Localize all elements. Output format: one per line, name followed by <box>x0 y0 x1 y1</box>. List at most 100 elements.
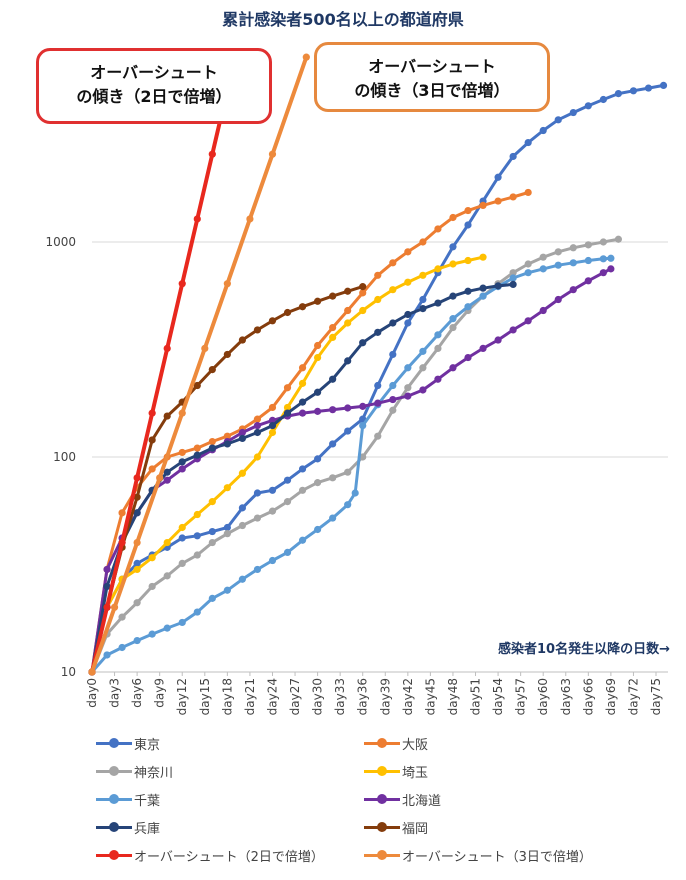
legend-label: 千葉 <box>134 793 161 809</box>
x-tick-label: day39 <box>378 678 392 715</box>
data-point <box>644 84 653 92</box>
x-tick-label: day9 <box>153 678 167 708</box>
data-point <box>283 403 292 412</box>
x-tick-label: day12 <box>175 678 189 715</box>
data-point <box>148 582 156 591</box>
data-point <box>449 323 457 332</box>
data-point <box>178 458 186 466</box>
data-point <box>238 469 246 477</box>
legend-swatch <box>364 789 400 809</box>
data-point <box>434 375 442 383</box>
data-point <box>494 282 502 290</box>
data-point <box>494 173 502 181</box>
data-point <box>419 295 427 304</box>
data-point <box>238 428 246 437</box>
data-point <box>133 538 141 547</box>
data-point <box>344 468 352 476</box>
data-point <box>344 357 352 365</box>
data-point <box>374 432 382 440</box>
data-point <box>434 331 442 339</box>
data-point <box>329 333 337 341</box>
data-point <box>314 455 322 463</box>
data-point <box>193 532 201 540</box>
data-point <box>464 206 472 215</box>
data-point <box>374 399 382 407</box>
data-point <box>283 498 292 506</box>
data-point <box>329 323 337 332</box>
series-3 <box>88 253 487 676</box>
data-point <box>193 551 201 559</box>
data-point <box>253 489 262 497</box>
data-point <box>268 486 277 494</box>
data-point <box>268 403 277 412</box>
y-tick-label: 10 <box>61 665 76 679</box>
data-point <box>344 427 352 435</box>
data-point <box>283 548 292 556</box>
data-point <box>329 440 337 448</box>
legend-item: 東京 <box>96 733 160 753</box>
series-9 <box>88 53 310 676</box>
data-point <box>479 253 487 261</box>
data-point <box>359 453 367 461</box>
data-point <box>419 271 427 279</box>
data-point <box>268 428 277 437</box>
callout-3day-line1: オーバーシュート <box>368 57 496 76</box>
data-point <box>298 398 307 406</box>
x-tick-label: day75 <box>649 678 663 715</box>
data-point <box>524 138 532 147</box>
data-point <box>223 440 231 448</box>
data-point <box>110 603 119 611</box>
x-tick-label: day45 <box>423 678 437 715</box>
data-point <box>479 284 487 292</box>
series-0 <box>88 81 668 676</box>
x-tick-label: day15 <box>198 678 212 715</box>
data-point <box>509 280 517 289</box>
data-point <box>148 436 156 444</box>
data-point <box>178 280 186 288</box>
data-point <box>268 507 277 515</box>
data-point <box>329 406 337 414</box>
legend-item: オーバーシュート（3日で倍増） <box>364 845 592 865</box>
data-point <box>449 364 457 372</box>
data-point <box>449 260 457 268</box>
data-point <box>253 428 262 437</box>
series-2 <box>88 235 623 676</box>
legend-label: 埼玉 <box>402 765 429 781</box>
data-point <box>103 603 111 611</box>
data-point <box>524 188 532 197</box>
x-tick-label: day18 <box>220 678 234 715</box>
series-line <box>90 282 514 673</box>
data-point <box>539 253 547 261</box>
data-point <box>614 235 623 243</box>
data-point <box>359 306 367 315</box>
data-point <box>329 375 337 383</box>
data-point <box>524 317 532 325</box>
data-point <box>607 265 615 273</box>
data-point <box>314 353 322 362</box>
data-point <box>464 256 472 265</box>
data-point <box>118 613 126 621</box>
data-point <box>584 241 592 249</box>
data-point <box>103 582 111 591</box>
series-8 <box>88 53 239 676</box>
data-point <box>103 651 111 659</box>
legend-swatch <box>364 845 400 865</box>
data-point <box>193 510 201 519</box>
data-point <box>389 319 397 327</box>
data-point <box>246 215 254 223</box>
data-point <box>629 87 638 95</box>
data-point <box>223 484 231 492</box>
plot-area <box>88 53 668 676</box>
data-point <box>193 451 201 459</box>
data-point <box>201 344 209 352</box>
data-point <box>524 269 532 277</box>
callout-3day-doubling: オーバーシュート の傾き（3日で倍増） <box>314 42 550 112</box>
data-point <box>359 283 367 291</box>
data-point <box>374 295 382 304</box>
data-point <box>118 509 126 517</box>
data-point <box>329 474 337 482</box>
data-point <box>298 379 307 387</box>
data-point <box>584 256 592 265</box>
data-point <box>554 295 562 304</box>
